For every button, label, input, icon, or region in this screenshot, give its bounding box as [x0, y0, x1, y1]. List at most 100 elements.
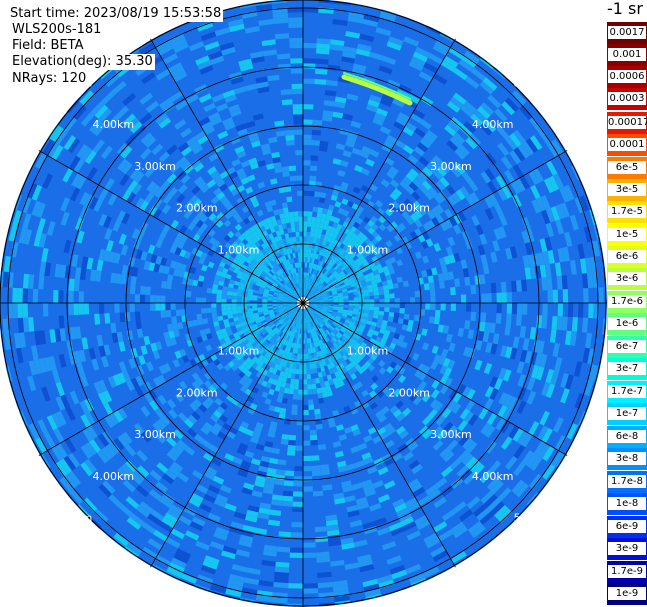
scan-cell [330, 277, 336, 282]
scan-cell [317, 207, 324, 214]
scan-cell [390, 526, 405, 537]
scan-cell [136, 449, 148, 462]
scan-cell [484, 397, 494, 411]
scan-cell [323, 276, 329, 282]
scan-cell [307, 216, 313, 222]
colorbar-entry: 1.7e-5 [607, 201, 647, 223]
scan-cell [224, 322, 231, 329]
scan-cell [383, 480, 396, 490]
colorbar-entry-label: 3e-6 [608, 272, 646, 285]
scan-cell [369, 337, 376, 344]
scan-cell [253, 289, 259, 294]
scan-cell [229, 573, 245, 583]
scan-cell [439, 176, 450, 188]
scan-cell [496, 303, 502, 314]
scan-cell [266, 319, 273, 324]
scan-cell [201, 297, 207, 303]
scan-cell [231, 241, 239, 249]
scan-cell [321, 386, 327, 393]
scan-cell [439, 280, 445, 289]
scan-cell [269, 372, 276, 380]
scan-cell [583, 226, 593, 243]
scan-cell [333, 301, 339, 303]
scan-cell [447, 439, 459, 451]
scan-cell [501, 436, 513, 450]
scan-cell [263, 312, 269, 316]
scan-cell [168, 465, 181, 477]
scan-cell [207, 261, 215, 269]
scan-cell [227, 18, 244, 28]
scan-cell [133, 171, 145, 184]
scan-cell [509, 150, 522, 165]
scan-cell [331, 270, 338, 276]
scan-cell [336, 314, 342, 318]
scan-cell [392, 188, 402, 197]
scan-cell [201, 359, 209, 367]
scan-cell [262, 306, 268, 310]
scan-cell [480, 312, 487, 323]
scan-cell [498, 213, 508, 227]
scan-cell [274, 321, 280, 326]
scan-cell [483, 362, 493, 375]
scan-cell [166, 508, 181, 520]
scan-cell [375, 234, 383, 242]
scan-cell [370, 354, 378, 361]
colorbar-entry: 1.7e-9 [607, 561, 647, 583]
scan-cell [267, 303, 273, 305]
scan-cell [56, 410, 67, 426]
scan-cell [217, 334, 224, 341]
scan-cell [480, 490, 495, 504]
scan-cell [226, 249, 233, 256]
scan-cell [557, 247, 565, 263]
scan-cell [98, 379, 108, 393]
scan-cell [124, 460, 138, 473]
scan-cell [295, 332, 299, 339]
scan-cell [405, 563, 422, 575]
scan-cell [250, 436, 259, 444]
scan-cell [329, 215, 336, 223]
scan-cell [343, 295, 349, 299]
scan-cell [364, 223, 372, 231]
scan-cell [384, 303, 390, 308]
scan-cell [26, 182, 38, 199]
scan-cell [277, 375, 284, 382]
scan-cell [309, 368, 315, 374]
scan-cell [165, 303, 171, 311]
scan-cell [202, 318, 209, 325]
colorbar-entry: 6e-7 [607, 336, 647, 358]
scan-cell [244, 514, 258, 523]
scan-cell [282, 261, 287, 267]
scan-cell [347, 312, 353, 317]
scan-cell [468, 133, 482, 146]
scan-cell [260, 284, 266, 289]
scan-cell [450, 551, 467, 564]
scan-cell [578, 303, 584, 318]
scan-cell [225, 588, 242, 598]
scan-cell [282, 490, 294, 497]
scan-cell [308, 262, 312, 269]
scan-cell [165, 338, 172, 348]
scan-cell [233, 86, 247, 95]
scan-cell [122, 113, 136, 127]
scan-cell [429, 398, 440, 409]
scan-cell [525, 138, 539, 153]
scan-cell [303, 221, 308, 227]
scan-cell [403, 313, 410, 320]
scan-cell [310, 226, 315, 233]
scan-cell [350, 407, 359, 415]
scan-cell [271, 151, 280, 159]
scan-cell [295, 150, 303, 156]
scan-cell [86, 425, 98, 440]
scan-cell [325, 279, 331, 284]
scan-cell [234, 320, 240, 326]
scan-cell [290, 337, 294, 343]
scan-cell [473, 109, 487, 123]
scan-cell [206, 307, 212, 314]
scan-cell [184, 530, 200, 541]
colorbar-entry: 1.7e-7 [607, 381, 647, 403]
scan-cell [267, 272, 273, 278]
scan-cell [458, 509, 474, 522]
scan-cell [389, 293, 395, 299]
scan-cell [227, 287, 234, 292]
scan-cell [430, 361, 439, 371]
